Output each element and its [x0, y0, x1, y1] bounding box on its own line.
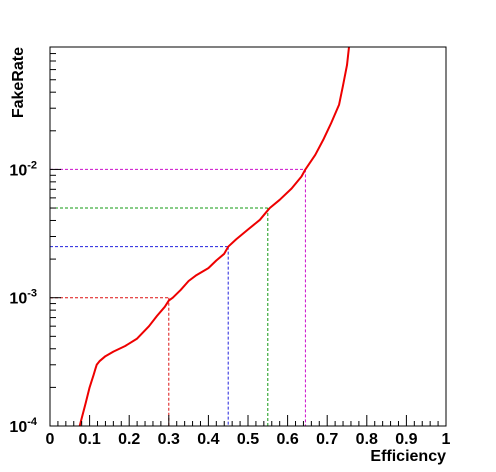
x-tick-label: 0.8 [356, 431, 378, 448]
x-tick-label: 0.1 [78, 431, 100, 448]
x-tick-label: 0 [46, 431, 55, 448]
efficiency-fakerate-curve [78, 46, 350, 427]
plot-frame [49, 46, 447, 427]
x-tick-label: 0.2 [118, 431, 140, 448]
axes: 0 0.1 0.2 0.3 0.4 0.5 0.6 0.7 0.8 0.9 1 10-4 10-3 10-… [9, 46, 451, 448]
x-tick-label: 0.3 [158, 431, 180, 448]
curve-layer [78, 46, 350, 427]
y-tick-label: 10-4 [9, 416, 37, 436]
y-tick-label: 10-2 [9, 159, 37, 179]
x-tick-label: 0.5 [237, 431, 259, 448]
x-tick-label: 0.6 [276, 431, 298, 448]
x-tick-label: 0.7 [316, 431, 338, 448]
x-tick-label: 0.4 [197, 431, 219, 448]
y-tick-label: 10-3 [9, 288, 37, 308]
x-tick-label: 1 [442, 431, 451, 448]
x-tick-label: 0.9 [395, 431, 417, 448]
x-axis-title: Efficiency [370, 448, 446, 465]
y-axis-title: FakeRate [10, 47, 27, 118]
guide-lines [50, 168, 306, 426]
